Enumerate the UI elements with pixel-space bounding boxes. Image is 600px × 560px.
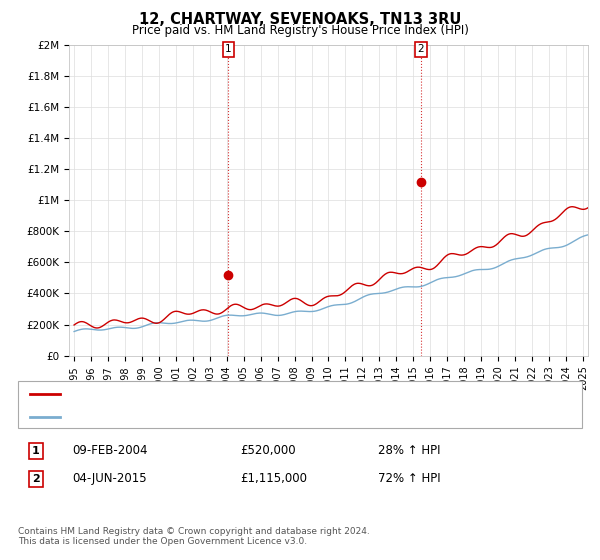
Text: 2: 2 <box>418 44 424 54</box>
Text: £1,115,000: £1,115,000 <box>240 472 307 486</box>
Text: 09-FEB-2004: 09-FEB-2004 <box>72 444 148 458</box>
Text: 28% ↑ HPI: 28% ↑ HPI <box>378 444 440 458</box>
Text: 72% ↑ HPI: 72% ↑ HPI <box>378 472 440 486</box>
Text: 1: 1 <box>32 446 40 456</box>
Text: £520,000: £520,000 <box>240 444 296 458</box>
Text: 12, CHARTWAY, SEVENOAKS, TN13 3RU (detached house): 12, CHARTWAY, SEVENOAKS, TN13 3RU (detac… <box>69 389 384 399</box>
Text: HPI: Average price, detached house, Sevenoaks: HPI: Average price, detached house, Seve… <box>69 412 331 422</box>
Text: 12, CHARTWAY, SEVENOAKS, TN13 3RU: 12, CHARTWAY, SEVENOAKS, TN13 3RU <box>139 12 461 27</box>
Text: Price paid vs. HM Land Registry's House Price Index (HPI): Price paid vs. HM Land Registry's House … <box>131 24 469 36</box>
Text: Contains HM Land Registry data © Crown copyright and database right 2024.
This d: Contains HM Land Registry data © Crown c… <box>18 526 370 546</box>
Text: 1: 1 <box>225 44 232 54</box>
Text: 2: 2 <box>32 474 40 484</box>
Text: 04-JUN-2015: 04-JUN-2015 <box>72 472 146 486</box>
